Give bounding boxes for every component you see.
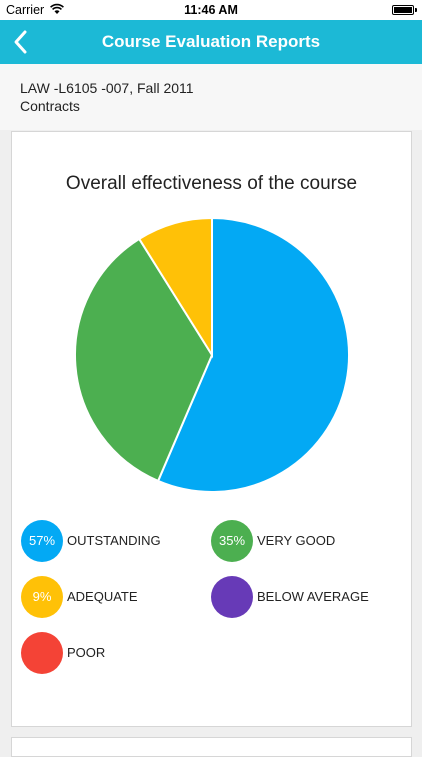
legend-dot-below-average xyxy=(211,576,253,618)
legend-label-outstanding: OUTSTANDING xyxy=(67,533,161,548)
battery-icon xyxy=(392,5,417,15)
pie-chart xyxy=(74,217,350,493)
legend-label-adequate: ADEQUATE xyxy=(67,589,138,604)
nav-bar: Course Evaluation Reports xyxy=(0,20,422,64)
legend-dot-poor xyxy=(21,632,63,674)
legend-dot-outstanding: 57% xyxy=(21,520,63,562)
carrier-label: Carrier xyxy=(6,3,45,17)
next-card xyxy=(11,737,412,757)
legend-dot-very-good: 35% xyxy=(211,520,253,562)
chart-card: Overall effectiveness of the course 57% … xyxy=(11,131,412,727)
pie-slice-outstanding xyxy=(156,217,350,493)
legend-dot-adequate: 9% xyxy=(21,576,63,618)
pie-slice-adequate xyxy=(137,217,213,359)
page-title: Course Evaluation Reports xyxy=(101,32,321,51)
status-time: 11:46 AM xyxy=(184,3,238,17)
wifi-icon xyxy=(50,3,64,14)
chevron-left-icon[interactable] xyxy=(10,28,34,56)
course-name: Contracts xyxy=(20,98,80,114)
legend-label-below-average: BELOW AVERAGE xyxy=(257,589,369,604)
chart-title: Overall effectiveness of the course xyxy=(65,173,358,194)
pie-slice-very-good xyxy=(74,237,214,483)
course-code: LAW -L6105 -007, Fall 2011 xyxy=(20,80,194,96)
legend-label-poor: POOR xyxy=(67,645,106,660)
course-header: LAW -L6105 -007, Fall 2011 Contracts xyxy=(0,64,422,130)
legend-label-very-good: VERY GOOD xyxy=(257,533,336,548)
status-bar: Carrier 11:46 AM xyxy=(0,0,422,20)
